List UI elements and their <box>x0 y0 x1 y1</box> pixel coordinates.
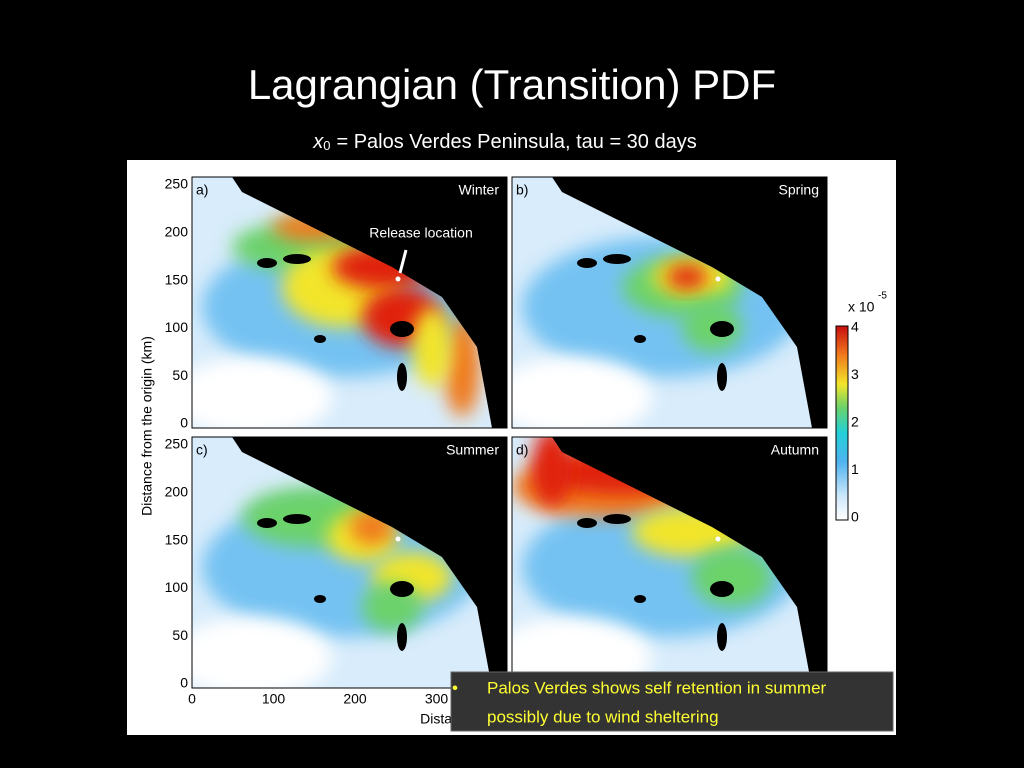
heat <box>692 547 772 607</box>
panel-label: c) <box>196 442 208 458</box>
land <box>552 437 827 688</box>
callout-line: Palos Verdes shows self retention in sum… <box>487 678 827 697</box>
island <box>283 254 311 264</box>
island <box>603 254 631 264</box>
x-tick-label: 0 <box>188 691 196 707</box>
release-point <box>715 276 721 282</box>
land <box>232 437 507 688</box>
annotation: Release location <box>369 225 473 241</box>
map-panel: d) Autumn <box>511 436 828 689</box>
island <box>314 595 326 603</box>
panel-frame <box>191 436 508 689</box>
map-content <box>512 437 827 688</box>
y-tick-label: 250 <box>165 176 189 192</box>
map-content <box>192 437 507 688</box>
island <box>717 623 727 651</box>
island <box>577 258 597 268</box>
island <box>603 514 631 524</box>
panel-season: Winter <box>459 182 500 198</box>
heat <box>192 617 332 688</box>
island <box>390 321 414 337</box>
colorbar-tick-label: 3 <box>851 366 859 382</box>
island <box>397 623 407 651</box>
title: Lagrangian (Transition) PDF <box>248 61 776 108</box>
panel-season: Summer <box>446 442 499 458</box>
y-tick-label: 200 <box>165 484 189 500</box>
heat <box>444 317 480 417</box>
x-tick-label: 300 <box>425 691 449 707</box>
island <box>314 335 326 343</box>
y-tick-label: 200 <box>165 224 189 240</box>
map-panel: a) Winter <box>191 176 508 429</box>
map-content <box>512 177 827 428</box>
island <box>710 321 734 337</box>
panel-label: b) <box>516 182 528 198</box>
heat <box>512 617 652 688</box>
island <box>390 581 414 597</box>
x-tick-label: 200 <box>343 691 367 707</box>
y-tick-label: 100 <box>165 319 189 335</box>
colorbar-tick-label: 0 <box>851 509 859 525</box>
heat <box>412 307 452 387</box>
y-tick-label: 0 <box>180 675 188 691</box>
y-tick-label: 0 <box>180 415 188 431</box>
y-tick-label: 50 <box>172 627 188 643</box>
map-content <box>192 177 507 428</box>
panel-label: a) <box>196 182 208 198</box>
heat <box>192 357 332 428</box>
release-point <box>395 536 401 542</box>
island <box>283 514 311 524</box>
panel-label: d) <box>516 442 528 458</box>
release-point <box>715 536 721 542</box>
panel-season: Autumn <box>771 442 819 458</box>
island <box>577 518 597 528</box>
map-panel: c) Summer <box>191 436 508 689</box>
release-point <box>395 276 401 282</box>
island <box>397 363 407 391</box>
heat <box>512 357 652 428</box>
x-tick-label: 100 <box>262 691 286 707</box>
y-axis-label: Distance from the origin (km) <box>139 336 155 516</box>
y-tick-label: 150 <box>165 531 189 547</box>
land <box>552 177 827 428</box>
callout-line: possibly due to wind sheltering <box>487 707 719 726</box>
panel-frame <box>511 176 828 429</box>
y-tick-label: 50 <box>172 367 188 383</box>
colorbar-exponent: -5 <box>878 291 887 302</box>
island <box>710 581 734 597</box>
island <box>634 335 646 343</box>
colorbar-tick-label: 4 <box>851 319 859 335</box>
colorbar <box>835 325 849 521</box>
callout-bullet: • <box>452 678 458 697</box>
heat <box>532 437 572 507</box>
subtitle: x0 = Palos Verdes Peninsula, tau = 30 day… <box>312 131 696 153</box>
heat <box>667 265 707 289</box>
colorbar-scale: x 10 <box>848 299 875 315</box>
callout-box <box>450 671 894 732</box>
panel-frame <box>191 176 508 429</box>
island <box>257 518 277 528</box>
colorbar-tick-label: 2 <box>851 414 859 430</box>
y-tick-label: 150 <box>165 271 189 287</box>
land <box>232 177 507 428</box>
island <box>257 258 277 268</box>
island <box>717 363 727 391</box>
map-panel: b) Spring <box>511 176 828 429</box>
panel-season: Spring <box>779 182 819 198</box>
y-tick-label: 250 <box>165 436 189 452</box>
island <box>634 595 646 603</box>
annotation-arrow <box>398 249 408 274</box>
colorbar-tick-label: 1 <box>851 461 859 477</box>
y-tick-label: 100 <box>165 579 189 595</box>
